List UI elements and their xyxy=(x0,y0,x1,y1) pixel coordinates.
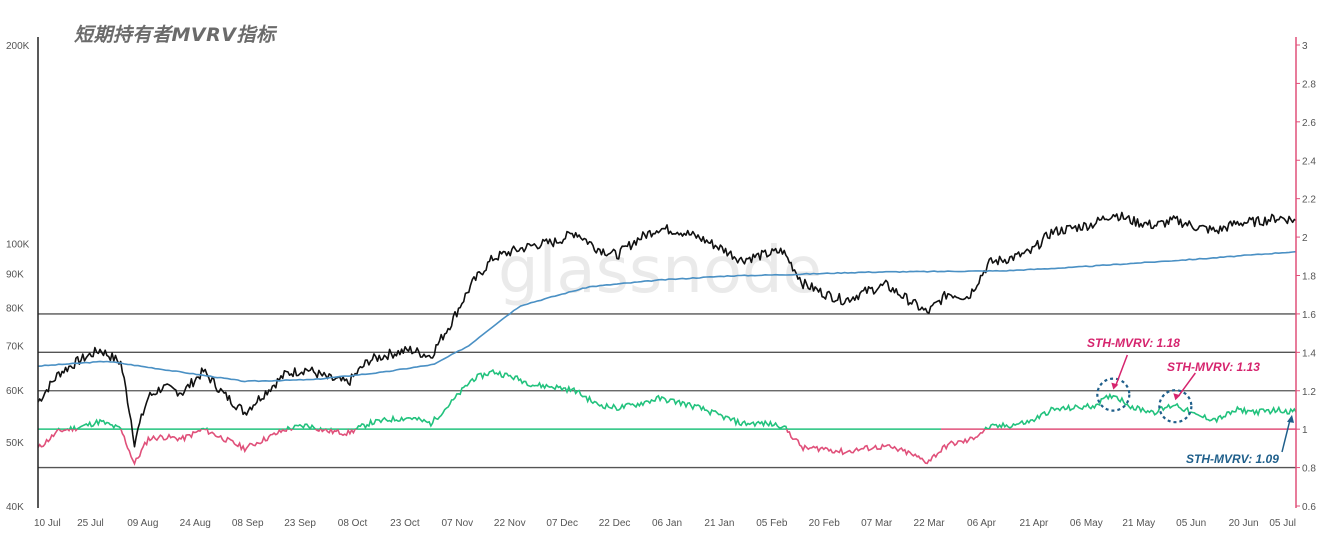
annotation-arrowhead xyxy=(1111,382,1119,390)
x-tick-label: 23 Sep xyxy=(284,518,316,529)
chart-title: 短期持有者MVRV指标 xyxy=(74,24,276,46)
right-tick-label: 0.6 xyxy=(1302,502,1316,513)
x-tick-label: 08 Oct xyxy=(338,518,368,529)
x-tick-label: 25 Jul xyxy=(77,518,104,529)
right-tick-label: 2 xyxy=(1302,233,1308,244)
right-tick-label: 2.8 xyxy=(1302,79,1316,90)
sma-series-line xyxy=(38,250,1296,383)
reference-lines xyxy=(38,313,1296,469)
mvrv-series-line-above-1 xyxy=(57,368,1296,430)
watermark: glassnode xyxy=(498,234,822,308)
left-tick-label: 90K xyxy=(6,270,24,281)
annotation-label: STH-MVRV: 1.09 xyxy=(1186,452,1279,466)
highlight-circle xyxy=(1158,389,1193,424)
x-tick-label: 06 May xyxy=(1070,518,1103,529)
x-tick-label: 07 Mar xyxy=(861,518,893,529)
axes: 200K 100K 90K 80K 70K 60K 50K 40K 3 2.8 2.6 2.4 2.2 2… xyxy=(6,37,1316,529)
x-tick-label: 07 Dec xyxy=(546,518,578,529)
annotation-label: STH-MVRV: 1.18 xyxy=(1087,336,1180,350)
left-tick-label: 40K xyxy=(6,502,24,513)
x-tick-label: 07 Nov xyxy=(441,518,473,529)
x-tick-label: 06 Apr xyxy=(967,518,997,529)
x-tick-label: 05 Feb xyxy=(756,518,788,529)
annotation-arrowhead xyxy=(1173,393,1181,401)
price-series-line xyxy=(38,211,1296,448)
left-tick-label: 50K xyxy=(6,438,24,449)
right-tick-label: 2.2 xyxy=(1302,195,1316,206)
right-tick-label: 0.8 xyxy=(1302,464,1316,475)
annotations: STH-MVRV: 1.18 STH-MVRV: 1.13 STH-MVRV: 1.… xyxy=(1087,336,1294,466)
x-tick-label: 22 Mar xyxy=(914,518,946,529)
right-tick-label: 1.2 xyxy=(1302,387,1316,398)
x-tick-label: 22 Dec xyxy=(599,518,631,529)
x-tick-label: 24 Aug xyxy=(180,518,211,529)
x-tick-label: 05 Jun xyxy=(1176,518,1206,529)
x-tick-label: 20 Jun xyxy=(1229,518,1259,529)
x-tick-label: 22 Nov xyxy=(494,518,526,529)
x-tick-label: 21 Apr xyxy=(1019,518,1049,529)
left-tick-label: 100K xyxy=(6,240,30,251)
series-layer xyxy=(38,211,1296,466)
x-tick-label: 21 May xyxy=(1122,518,1155,529)
annotation-arrow xyxy=(1114,354,1129,387)
right-tick-label: 1.6 xyxy=(1302,310,1316,321)
right-tick-label: 1 xyxy=(1302,425,1308,436)
left-tick-label: 60K xyxy=(6,386,24,397)
x-tick-label: 23 Oct xyxy=(390,518,420,529)
annotation-arrowhead xyxy=(1287,414,1294,423)
left-tick-label: 80K xyxy=(6,303,24,314)
x-tick-label: 21 Jan xyxy=(704,518,734,529)
x-tick-label: 09 Aug xyxy=(127,518,158,529)
left-tick-label: 70K xyxy=(6,342,24,353)
x-tick-label: 08 Sep xyxy=(232,518,264,529)
x-tick-label: 10 Jul xyxy=(34,518,61,529)
annotation-arrow xyxy=(1281,419,1291,453)
x-tick-label: 06 Jan xyxy=(652,518,682,529)
right-tick-label: 3 xyxy=(1302,41,1308,52)
highlight-circle xyxy=(1096,377,1131,412)
x-tick-label: 20 Feb xyxy=(809,518,841,529)
right-tick-label: 2.6 xyxy=(1302,118,1316,129)
mvrv-series-line-below-1 xyxy=(38,429,990,466)
right-tick-label: 1.4 xyxy=(1302,348,1316,359)
right-tick-label: 1.8 xyxy=(1302,272,1316,283)
x-tick-label: 05 Jul xyxy=(1269,518,1296,529)
annotation-arrow xyxy=(1177,372,1196,397)
annotation-label: STH-MVRV: 1.13 xyxy=(1167,360,1260,374)
left-tick-label: 200K xyxy=(6,41,30,52)
right-tick-label: 2.4 xyxy=(1302,156,1316,167)
